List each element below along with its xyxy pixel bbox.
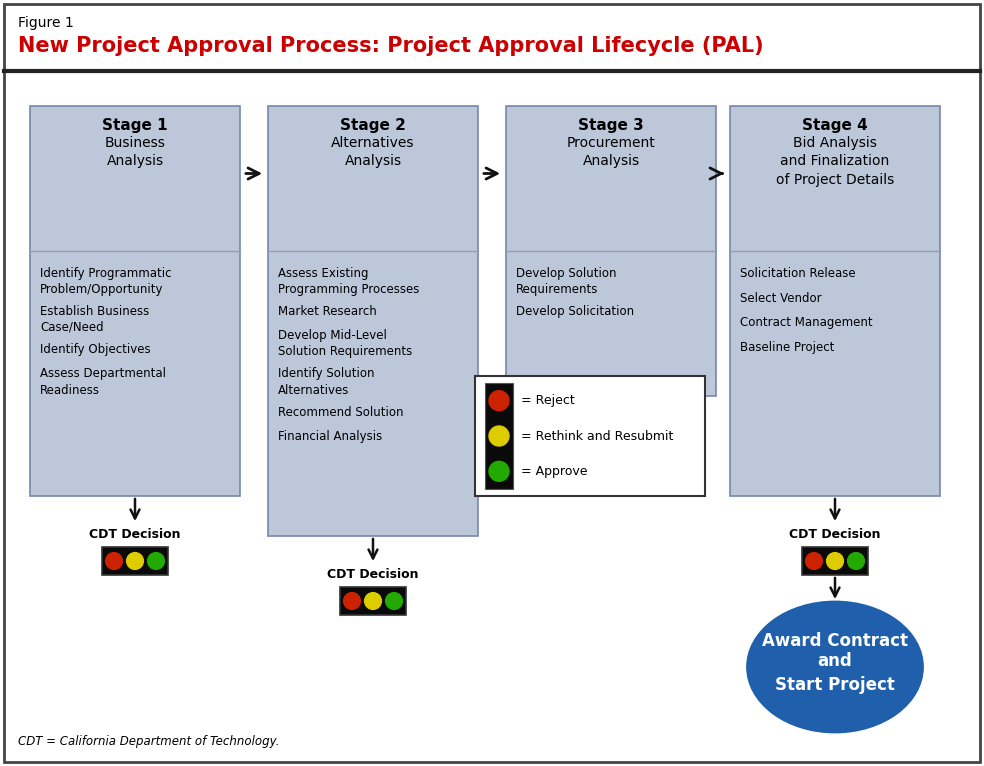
Text: Solicitation Release: Solicitation Release — [740, 267, 856, 280]
Text: Baseline Project: Baseline Project — [740, 341, 834, 353]
FancyBboxPatch shape — [475, 376, 705, 496]
Text: Identify Programmatic
Problem/Opportunity: Identify Programmatic Problem/Opportunit… — [40, 267, 171, 296]
Circle shape — [489, 461, 509, 481]
Text: CDT Decision: CDT Decision — [328, 568, 419, 581]
FancyBboxPatch shape — [268, 106, 478, 536]
Text: = Reject: = Reject — [521, 394, 575, 408]
Ellipse shape — [748, 602, 923, 732]
FancyBboxPatch shape — [802, 547, 868, 575]
Text: Identify Objectives: Identify Objectives — [40, 343, 151, 356]
Circle shape — [127, 552, 144, 569]
Text: Develop Mid-Level
Solution Requirements: Develop Mid-Level Solution Requirements — [278, 329, 412, 358]
Text: Alternatives
Analysis: Alternatives Analysis — [332, 136, 414, 169]
Text: Assess Departmental
Readiness: Assess Departmental Readiness — [40, 368, 166, 397]
Circle shape — [806, 552, 823, 569]
Text: Stage 3: Stage 3 — [579, 118, 644, 133]
Circle shape — [148, 552, 164, 569]
Text: Establish Business
Case/Need: Establish Business Case/Need — [40, 305, 150, 334]
FancyBboxPatch shape — [102, 547, 168, 575]
Text: Bid Analysis
and Finalization
of Project Details: Bid Analysis and Finalization of Project… — [775, 136, 894, 187]
Text: Develop Solicitation: Develop Solicitation — [516, 305, 634, 318]
Text: CDT Decision: CDT Decision — [565, 428, 656, 441]
FancyBboxPatch shape — [730, 106, 940, 496]
Text: CDT Decision: CDT Decision — [90, 528, 181, 541]
Text: Award Contract: Award Contract — [762, 632, 908, 650]
FancyBboxPatch shape — [506, 106, 716, 396]
Circle shape — [582, 453, 598, 470]
Text: Stage 4: Stage 4 — [802, 118, 868, 133]
Text: Start Project: Start Project — [775, 676, 894, 694]
Circle shape — [847, 552, 864, 569]
Circle shape — [386, 593, 402, 610]
Text: Business
Analysis: Business Analysis — [104, 136, 165, 169]
Text: Recommend Solution: Recommend Solution — [278, 405, 403, 418]
Text: Stage 1: Stage 1 — [102, 118, 168, 133]
Text: Assess Existing
Programming Processes: Assess Existing Programming Processes — [278, 267, 419, 296]
Circle shape — [489, 391, 509, 411]
Text: Market Research: Market Research — [278, 305, 377, 318]
FancyBboxPatch shape — [485, 383, 513, 489]
FancyBboxPatch shape — [4, 4, 980, 762]
FancyBboxPatch shape — [30, 106, 240, 496]
Circle shape — [624, 453, 641, 470]
FancyBboxPatch shape — [340, 587, 406, 615]
Circle shape — [105, 552, 122, 569]
Text: CDT = California Department of Technology.: CDT = California Department of Technolog… — [18, 735, 279, 748]
Text: New Project Approval Process: Project Approval Lifecycle (PAL): New Project Approval Process: Project Ap… — [18, 36, 764, 56]
Circle shape — [827, 552, 843, 569]
Text: and: and — [818, 652, 852, 670]
Text: Figure 1: Figure 1 — [18, 16, 74, 30]
Text: = Approve: = Approve — [521, 465, 587, 478]
Circle shape — [365, 593, 382, 610]
Circle shape — [489, 426, 509, 446]
Text: Stage 2: Stage 2 — [340, 118, 406, 133]
Text: Select Vendor: Select Vendor — [740, 292, 822, 305]
Text: = Rethink and Resubmit: = Rethink and Resubmit — [521, 430, 673, 443]
Circle shape — [343, 593, 360, 610]
Text: Develop Solution
Requirements: Develop Solution Requirements — [516, 267, 617, 296]
Text: Financial Analysis: Financial Analysis — [278, 430, 382, 443]
Text: Identify Solution
Alternatives: Identify Solution Alternatives — [278, 368, 375, 397]
FancyBboxPatch shape — [578, 447, 644, 475]
Circle shape — [602, 453, 619, 470]
Text: CDT Decision: CDT Decision — [789, 528, 881, 541]
Text: Contract Management: Contract Management — [740, 316, 873, 329]
Text: Procurement
Analysis: Procurement Analysis — [567, 136, 655, 169]
